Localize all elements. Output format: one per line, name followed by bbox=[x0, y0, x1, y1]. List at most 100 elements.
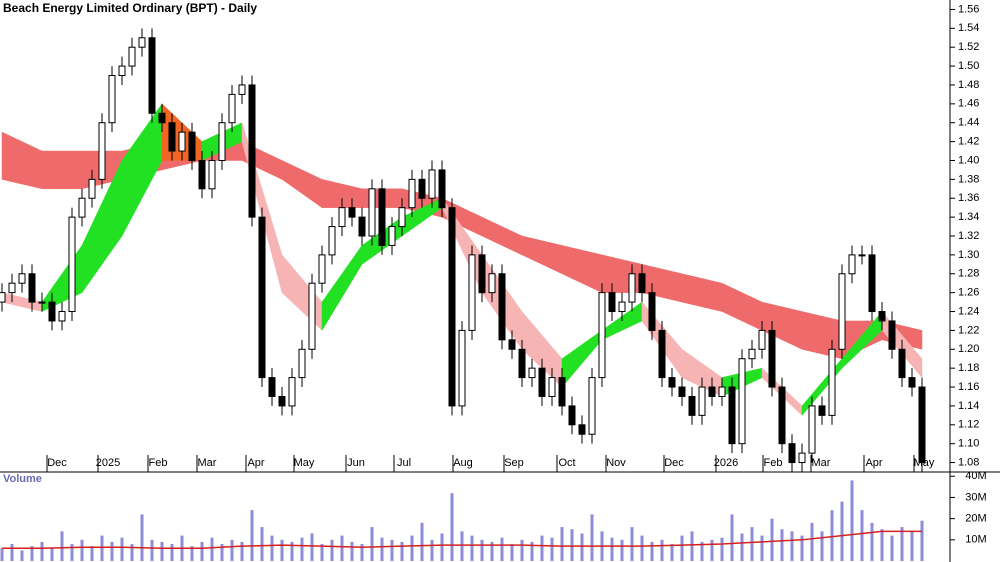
volume-bar bbox=[350, 541, 354, 561]
candle-body bbox=[498, 273, 506, 341]
volume-bar bbox=[900, 527, 904, 561]
volume-bar bbox=[730, 514, 734, 561]
candle-body bbox=[588, 377, 596, 435]
candle-body bbox=[398, 207, 406, 228]
candle-body bbox=[58, 311, 66, 322]
volume-bar bbox=[210, 537, 214, 561]
candle-body bbox=[418, 178, 426, 199]
y-tick-label: 1.08 bbox=[958, 456, 979, 468]
volume-bar bbox=[660, 539, 664, 561]
volume-bar bbox=[150, 539, 154, 561]
candle-body bbox=[278, 395, 286, 407]
volume-bar bbox=[220, 544, 224, 561]
candle-body bbox=[98, 122, 106, 180]
candle-body bbox=[638, 273, 646, 294]
candle-body bbox=[828, 348, 836, 416]
candle-body bbox=[798, 452, 806, 464]
volume-y-tick-label: 10M bbox=[965, 534, 986, 546]
candle-body bbox=[758, 329, 766, 350]
volume-bar bbox=[320, 544, 324, 561]
volume-bar bbox=[820, 531, 824, 561]
x-tick-label: 2026 bbox=[714, 457, 738, 469]
x-tick-label: Apr bbox=[865, 457, 882, 469]
volume-bar bbox=[390, 539, 394, 561]
volume-bar bbox=[420, 522, 424, 561]
candle-body bbox=[228, 93, 236, 124]
x-tick-label: Jul bbox=[397, 457, 411, 469]
volume-label: Volume bbox=[3, 473, 42, 485]
x-tick-label: May bbox=[914, 457, 935, 469]
candle-body bbox=[868, 254, 876, 313]
volume-bar bbox=[460, 531, 464, 561]
candle-body bbox=[458, 329, 466, 407]
candle-body bbox=[908, 377, 916, 388]
volume-bar bbox=[710, 539, 714, 561]
volume-bar bbox=[540, 535, 544, 561]
candle-body bbox=[878, 311, 886, 322]
candle-body bbox=[788, 443, 796, 464]
y-tick-label: 1.26 bbox=[958, 287, 979, 299]
candle-body bbox=[108, 75, 116, 124]
candle-body bbox=[378, 188, 386, 246]
candle-body bbox=[308, 282, 316, 350]
volume-bar bbox=[290, 541, 294, 561]
y-tick-label: 1.24 bbox=[958, 305, 979, 317]
candle-body bbox=[768, 329, 776, 388]
volume-bar bbox=[680, 535, 684, 561]
candle-body bbox=[578, 424, 586, 435]
volume-bar bbox=[170, 544, 174, 561]
x-tick-label: 2025 bbox=[96, 457, 120, 469]
volume-bar bbox=[340, 535, 344, 561]
y-tick-label: 1.44 bbox=[958, 117, 979, 129]
volume-bar bbox=[580, 533, 584, 561]
x-tick-label: May bbox=[294, 457, 315, 469]
x-tick-label: Aug bbox=[453, 457, 473, 469]
y-tick-label: 1.16 bbox=[958, 381, 979, 393]
candle-body bbox=[778, 386, 786, 445]
candle-body bbox=[88, 178, 96, 199]
volume-bar bbox=[410, 535, 414, 561]
volume-y-tick-label: 30M bbox=[965, 491, 986, 503]
volume-bar bbox=[0, 548, 4, 561]
candle-body bbox=[8, 282, 16, 294]
long-band bbox=[41, 150, 83, 190]
x-tick-label: Oct bbox=[558, 457, 575, 469]
candle-body bbox=[708, 386, 716, 397]
x-tick-label: Nov bbox=[606, 457, 626, 469]
candle-body bbox=[838, 273, 846, 350]
candle-body bbox=[358, 216, 366, 237]
volume-bar bbox=[100, 535, 104, 561]
volume-bar bbox=[30, 546, 34, 561]
volume-bar bbox=[140, 514, 144, 561]
candle-body bbox=[808, 405, 816, 454]
candle-body bbox=[18, 273, 26, 284]
candle-body bbox=[488, 273, 496, 294]
volume-bar bbox=[380, 537, 384, 561]
volume-bar bbox=[430, 539, 434, 561]
volume-bar bbox=[450, 493, 454, 561]
candle-body bbox=[168, 122, 176, 152]
volume-bar bbox=[800, 535, 804, 561]
x-tick-label: Mar bbox=[812, 457, 831, 469]
volume-bar bbox=[310, 533, 314, 561]
volume-bar bbox=[830, 510, 834, 561]
candle-body bbox=[138, 37, 146, 48]
candle-body bbox=[298, 348, 306, 379]
candle-body bbox=[158, 112, 166, 124]
candle-body bbox=[608, 292, 616, 313]
volume-bar bbox=[360, 544, 364, 561]
candle-body bbox=[568, 405, 576, 426]
volume-bar bbox=[80, 539, 84, 561]
y-tick-label: 1.12 bbox=[958, 419, 979, 431]
candle-body bbox=[38, 301, 46, 304]
volume-bar bbox=[920, 520, 924, 561]
volume-bar bbox=[40, 541, 44, 561]
volume-bar bbox=[720, 537, 724, 561]
y-tick-label: 1.56 bbox=[958, 3, 979, 15]
volume-bar bbox=[870, 522, 874, 561]
volume-bar bbox=[780, 529, 784, 561]
candle-body bbox=[738, 358, 746, 445]
candle-body bbox=[718, 386, 726, 397]
volume-bar bbox=[520, 539, 524, 561]
x-tick-label: Dec bbox=[664, 457, 684, 469]
